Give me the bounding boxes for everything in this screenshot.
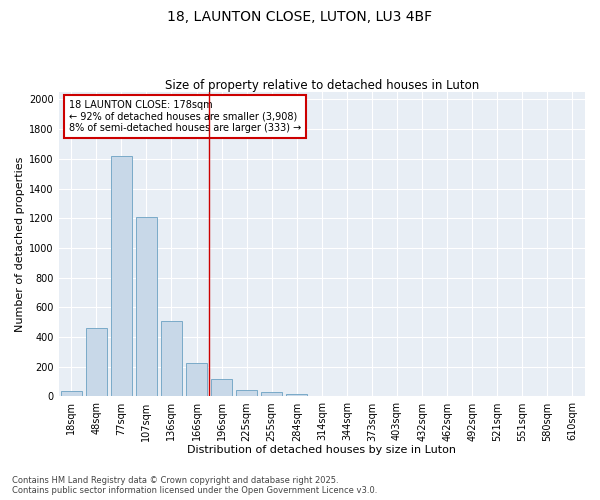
Title: Size of property relative to detached houses in Luton: Size of property relative to detached ho…: [165, 79, 479, 92]
Bar: [261, 392, 283, 396]
Bar: [110, 156, 132, 396]
Text: Contains HM Land Registry data © Crown copyright and database right 2025.
Contai: Contains HM Land Registry data © Crown c…: [12, 476, 377, 495]
Text: 18 LAUNTON CLOSE: 178sqm
← 92% of detached houses are smaller (3,908)
8% of semi: 18 LAUNTON CLOSE: 178sqm ← 92% of detach…: [69, 100, 301, 133]
Bar: [211, 378, 232, 396]
Y-axis label: Number of detached properties: Number of detached properties: [15, 156, 25, 332]
Bar: [286, 394, 307, 396]
Bar: [136, 217, 157, 396]
Text: 18, LAUNTON CLOSE, LUTON, LU3 4BF: 18, LAUNTON CLOSE, LUTON, LU3 4BF: [167, 10, 433, 24]
Bar: [61, 392, 82, 396]
Bar: [86, 328, 107, 396]
Bar: [186, 363, 207, 396]
Bar: [161, 320, 182, 396]
Bar: [236, 390, 257, 396]
X-axis label: Distribution of detached houses by size in Luton: Distribution of detached houses by size …: [187, 445, 457, 455]
